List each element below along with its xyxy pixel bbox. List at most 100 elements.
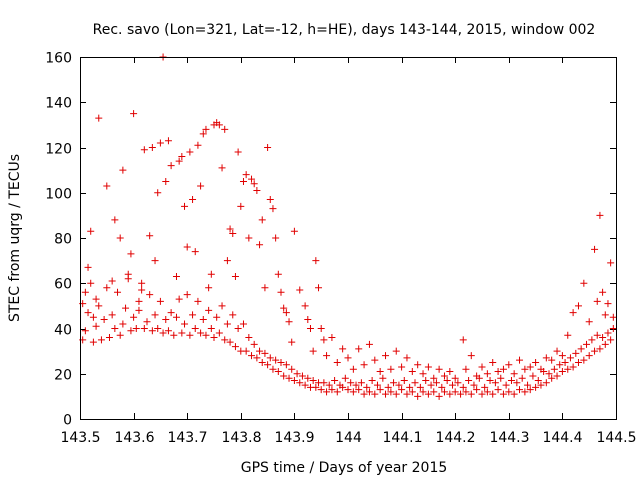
data-point [119,320,127,328]
data-point [328,386,336,394]
data-point [181,202,189,210]
data-point [491,379,499,387]
data-point [97,336,105,344]
data-point [406,383,414,391]
data-point [258,358,266,366]
data-point [317,386,325,394]
data-point [199,130,207,138]
data-point [197,329,205,337]
data-point [95,302,103,310]
data-point [349,388,357,396]
data-point [164,137,172,145]
data-point [577,345,585,353]
data-point [277,358,285,366]
data-point [489,358,497,366]
data-point [306,325,314,332]
data-points [79,53,617,400]
x-tick-label: 144.4 [542,430,582,446]
data-point [309,377,317,385]
data-point [116,234,124,242]
data-point [108,277,116,285]
data-point [467,352,475,360]
data-point [296,379,304,387]
data-point [89,338,97,346]
data-point [497,374,505,382]
data-point [400,377,408,385]
data-point [607,259,615,267]
data-point [408,388,416,396]
data-point [272,356,280,364]
data-point [103,284,111,292]
data-point [599,288,607,296]
data-point [261,349,269,357]
data-point [189,311,197,319]
data-point [414,392,422,400]
data-point [290,227,298,235]
y-tick-label: 160 [45,51,72,67]
data-point [564,365,572,373]
data-point [213,313,221,321]
axis-ticks: 143.5 143.6 143.7 143.8 143.9 144 144.1 144.2 14… [45,51,636,447]
data-point [341,374,349,382]
data-point [248,175,256,183]
data-point [186,148,194,156]
data-point [223,320,231,328]
data-point [229,229,237,237]
data-point [580,279,588,287]
data-point [269,365,277,373]
data-point [371,390,379,398]
data-point [510,390,518,398]
data-point [226,225,234,233]
data-point [215,329,223,337]
data-point [398,363,406,371]
data-point [449,381,457,389]
data-point [197,182,205,190]
plot-frame [80,57,617,420]
data-point [221,125,229,133]
data-point [105,334,113,342]
data-point [440,388,448,396]
data-point [183,243,191,251]
data-point [183,291,191,299]
data-point [135,306,143,314]
data-point [572,349,580,357]
data-point [175,157,183,165]
data-point [194,297,202,305]
y-tick-label: 60 [54,277,72,293]
data-point [550,365,558,373]
data-point [285,318,293,326]
data-point [387,365,395,373]
data-point [569,363,577,371]
data-point [288,338,296,346]
data-point [148,327,156,335]
data-point [599,334,607,342]
data-point [553,372,561,380]
data-point [167,162,175,170]
data-point [205,284,213,292]
data-point [542,354,550,362]
data-point [403,354,411,362]
data-point [558,352,566,360]
data-point [609,325,617,332]
data-point [151,257,159,265]
data-point [481,383,489,391]
data-point [231,343,239,351]
data-point [593,331,601,339]
data-point [502,381,510,389]
data-point [403,390,411,398]
data-point [130,110,138,118]
data-point [548,374,556,382]
data-point [451,388,459,396]
data-point [221,336,229,344]
data-point [564,331,572,339]
data-point [365,340,373,348]
data-point [237,202,245,210]
data-point [103,182,111,190]
data-point [178,153,186,161]
data-point [229,311,237,319]
data-point [430,374,438,382]
data-point [548,356,556,364]
data-point [566,354,574,362]
data-point [138,286,146,294]
y-tick-label: 120 [45,142,72,158]
